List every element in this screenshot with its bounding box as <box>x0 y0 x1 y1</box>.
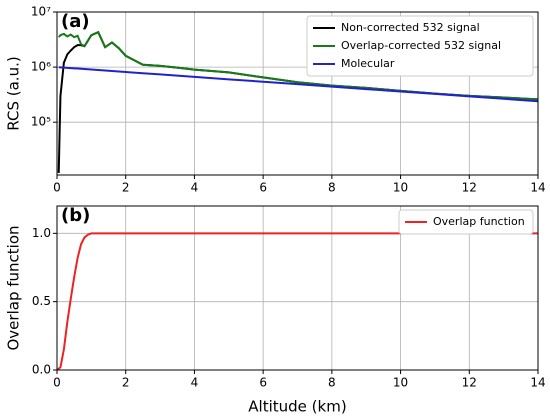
x-tick-label: 12 <box>462 376 477 390</box>
x-tick-label: 6 <box>259 376 267 390</box>
series-line <box>58 66 538 103</box>
x-tick-label: 8 <box>328 376 336 390</box>
x-tick-label: 14 <box>530 376 545 390</box>
y-tick-label: 0.0 <box>32 363 51 377</box>
legend-box <box>398 209 534 235</box>
axes-frame <box>56 205 539 371</box>
legend-label: Molecular <box>341 57 395 70</box>
x-axis-label: Altitude (km) <box>248 398 346 416</box>
panel-label: (a) <box>61 11 90 32</box>
legend-label: Overlap function <box>433 215 525 228</box>
x-tick-label: 10 <box>393 181 408 195</box>
y-tick-label: 0.5 <box>32 294 51 308</box>
y-tick-label: 10⁵ <box>31 115 51 129</box>
y-tick-label: 10⁷ <box>31 5 51 19</box>
legend-label: Overlap-corrected 532 signal <box>341 39 501 52</box>
x-tick-label: 8 <box>328 181 336 195</box>
series-line <box>57 232 538 370</box>
y-tick-label: 1.0 <box>32 226 51 240</box>
y-tick-label: 10⁶ <box>31 60 51 74</box>
legend-box <box>306 15 534 77</box>
y-axis-label: Overlap function <box>5 225 23 350</box>
x-tick-label: 6 <box>259 181 267 195</box>
y-axis-label: RCS (a.u.) <box>5 56 23 130</box>
axes-frame <box>56 11 539 176</box>
x-tick-label: 4 <box>191 181 199 195</box>
x-tick-label: 12 <box>462 181 477 195</box>
panel-label: (b) <box>61 205 90 226</box>
x-tick-label: 4 <box>191 376 199 390</box>
legend-label: Non-corrected 532 signal <box>341 21 480 34</box>
x-tick-label: 2 <box>122 376 130 390</box>
plot-area <box>57 232 538 370</box>
x-tick-label: 0 <box>53 376 61 390</box>
series-line <box>57 30 538 101</box>
x-tick-label: 0 <box>53 181 61 195</box>
x-tick-label: 14 <box>530 181 545 195</box>
plot-area <box>57 30 538 173</box>
x-tick-label: 10 <box>393 376 408 390</box>
x-tick-label: 2 <box>122 181 130 195</box>
